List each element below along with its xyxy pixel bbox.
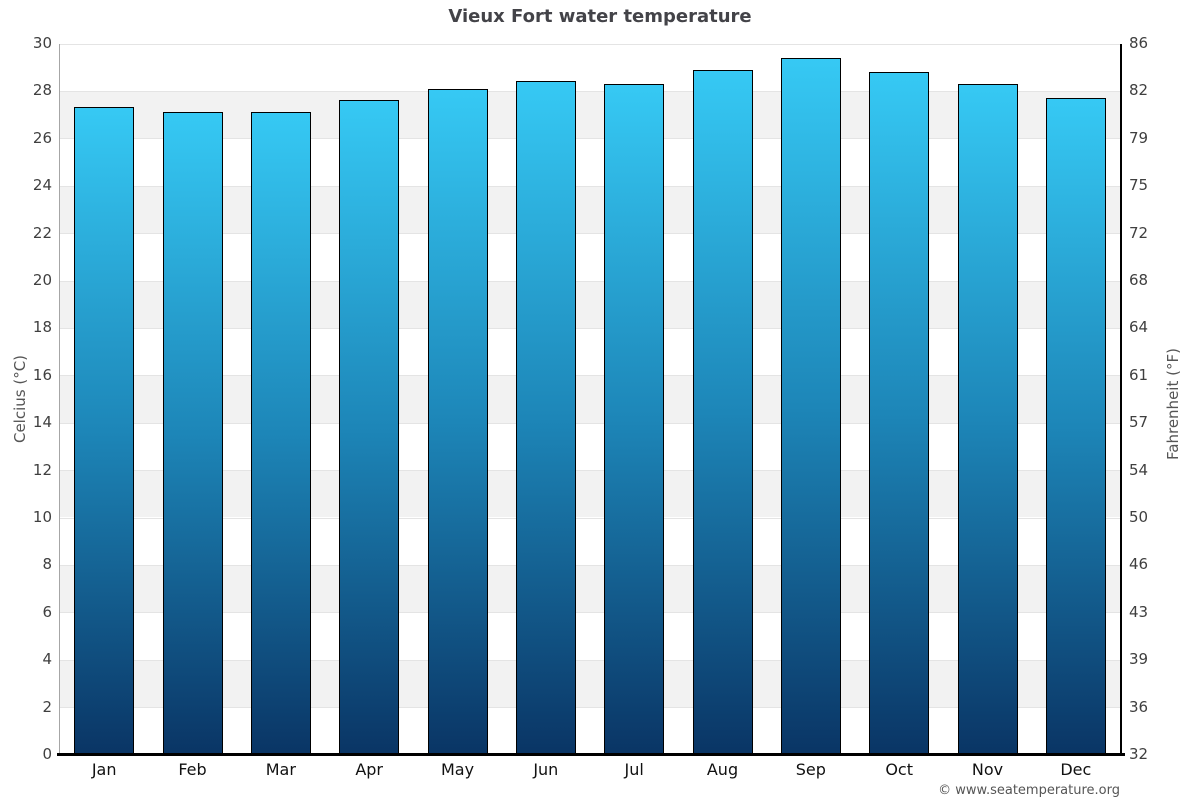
gridline	[60, 564, 1120, 566]
y-tick-label-celsius: 18	[32, 318, 52, 337]
gridline	[60, 517, 1120, 519]
plot-band	[60, 470, 1120, 518]
y-tick-label-fahrenheit: 54	[1129, 460, 1149, 479]
x-tick-label: Mar	[265, 759, 296, 779]
y-tick-label-fahrenheit: 82	[1129, 81, 1149, 100]
bar-aug	[692, 69, 753, 755]
y-tick-label-fahrenheit: 61	[1129, 365, 1149, 384]
bar-nov	[957, 83, 1018, 755]
y-tick-label-celsius: 12	[32, 460, 52, 479]
chart-title: Vieux Fort water temperature	[448, 6, 752, 27]
x-tick-label: Oct	[885, 759, 913, 779]
plot-band	[60, 280, 1120, 328]
y-tick-label-celsius: 22	[32, 223, 52, 242]
y-tick-label-celsius: 10	[32, 508, 52, 526]
gridline	[60, 470, 1120, 472]
plot-band	[60, 564, 1120, 613]
bar-jun	[515, 81, 576, 755]
x-tick-label: Jul	[624, 759, 644, 779]
y-axis-title-celsius: Celcius (°C)	[11, 354, 29, 444]
x-tick-label: Feb	[178, 759, 207, 779]
bar-feb	[162, 112, 223, 755]
plot-band	[60, 90, 1120, 139]
gridline	[60, 185, 1120, 187]
gridline	[60, 138, 1120, 140]
gridline	[60, 43, 1120, 45]
plot-band	[60, 43, 1120, 91]
bar-dec	[1045, 98, 1106, 755]
y-axis-title-fahrenheit: Fahrenheit (°F)	[1164, 348, 1182, 460]
bar-apr	[339, 100, 400, 755]
y-tick-label-fahrenheit: 79	[1129, 128, 1149, 147]
y-tick-label-fahrenheit: 43	[1129, 602, 1149, 621]
y-tick-label-fahrenheit: 86	[1129, 34, 1149, 52]
y-tick-label-fahrenheit: 32	[1129, 745, 1149, 763]
y-tick-label-celsius: 20	[32, 271, 52, 289]
y-tick-label-fahrenheit: 64	[1129, 318, 1149, 337]
gridline	[60, 90, 1120, 92]
y-tick-label-celsius: 2	[42, 697, 52, 716]
x-tick-label: Jan	[91, 759, 117, 779]
x-tick-label: Jun	[533, 759, 559, 779]
y-tick-label-fahrenheit: 72	[1129, 223, 1149, 242]
gridline	[60, 612, 1120, 614]
y-tick-label-fahrenheit: 39	[1129, 650, 1149, 669]
bar-may	[427, 88, 488, 755]
plot-band	[60, 659, 1120, 708]
x-tick-label: May	[440, 759, 475, 779]
gridline	[60, 233, 1120, 235]
plot-band	[60, 327, 1120, 376]
y-tick-label-fahrenheit: 46	[1129, 555, 1149, 574]
y-tick-label-fahrenheit: 36	[1129, 697, 1149, 716]
y-tick-label-celsius: 16	[32, 365, 52, 384]
gridline	[60, 659, 1120, 661]
gridline	[60, 280, 1120, 282]
y-tick-label-celsius: 28	[32, 81, 52, 100]
gridline	[60, 375, 1120, 377]
y-tick-label-celsius: 26	[32, 128, 52, 147]
x-tick-label: Sep	[795, 759, 826, 779]
bar-jul	[604, 83, 665, 755]
plot-band	[60, 612, 1120, 660]
plot-area	[60, 43, 1120, 756]
bar-mar	[250, 112, 311, 755]
plot-band	[60, 375, 1120, 423]
plot-band	[60, 185, 1120, 234]
copyright-footer: © www.seatemperature.org	[938, 782, 1120, 798]
plot-band	[60, 233, 1120, 281]
gridline	[60, 707, 1120, 709]
x-tick-label: Aug	[706, 759, 739, 779]
y-tick-label-celsius: 24	[32, 176, 52, 195]
x-axis-line	[57, 753, 1125, 756]
x-tick-label: Nov	[971, 759, 1004, 779]
gridline	[60, 422, 1120, 424]
y-tick-label-celsius: 4	[42, 650, 52, 669]
y-axis-line-right	[1120, 43, 1122, 755]
y-axis-line-left	[59, 43, 60, 755]
bar-oct	[869, 71, 930, 755]
plot-band	[60, 517, 1120, 565]
gridline	[60, 327, 1120, 329]
plot-band	[60, 707, 1120, 755]
y-tick-label-celsius: 8	[42, 555, 52, 574]
bar-sep	[780, 57, 841, 755]
x-tick-label: Dec	[1060, 759, 1092, 779]
y-tick-label-fahrenheit: 68	[1129, 271, 1149, 289]
bar-jan	[74, 107, 135, 755]
plot-band	[60, 422, 1120, 471]
y-tick-label-celsius: 0	[42, 745, 52, 763]
y-tick-label-fahrenheit: 75	[1129, 176, 1149, 195]
y-tick-label-fahrenheit: 50	[1129, 508, 1149, 526]
plot-band	[60, 138, 1120, 186]
y-tick-label-fahrenheit: 57	[1129, 413, 1149, 432]
y-tick-label-celsius: 6	[42, 602, 52, 621]
x-tick-label: Apr	[355, 759, 383, 779]
y-tick-label-celsius: 30	[32, 34, 52, 52]
y-tick-label-celsius: 14	[32, 413, 52, 432]
